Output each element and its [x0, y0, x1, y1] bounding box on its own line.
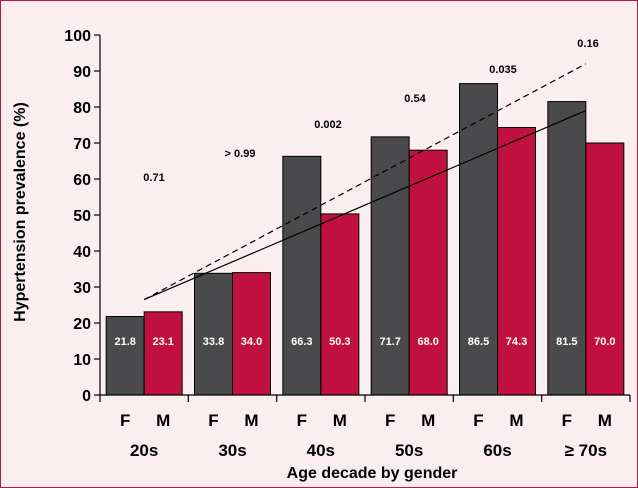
p-value-label: 0.71 — [143, 172, 164, 184]
bar-value-label: 23.1 — [152, 336, 173, 348]
bar-value-label: 68.0 — [417, 336, 438, 348]
gender-label: F — [297, 411, 307, 430]
y-tick-label: 80 — [73, 100, 91, 117]
age-group-label: 50s — [395, 441, 423, 460]
gender-label: F — [120, 411, 130, 430]
bar-M-40s — [320, 213, 360, 396]
age-group-label: 60s — [483, 441, 511, 460]
gender-label: M — [509, 411, 523, 430]
bar-F-30s — [194, 272, 233, 396]
bar-M-≥ 70s — [585, 142, 625, 396]
p-value-label: > 0.99 — [225, 148, 256, 160]
bar-M-50s — [408, 149, 448, 396]
bar-value-label: 71.7 — [379, 336, 400, 348]
bar-value-label: 81.5 — [556, 336, 577, 348]
y-tick-label: 20 — [73, 316, 91, 333]
age-group-label: ≥ 70s — [565, 441, 607, 460]
trend-line-solid — [143, 110, 587, 301]
bar-value-label: 74.3 — [506, 336, 527, 348]
bar-M-30s — [232, 272, 271, 396]
y-tick-label: 50 — [73, 208, 91, 225]
p-value-label: 0.54 — [404, 93, 426, 105]
p-value-label: 0.16 — [577, 38, 598, 50]
p-value-label: 0.002 — [314, 119, 342, 131]
gender-label: M — [244, 411, 258, 430]
bar-value-label: 21.8 — [114, 336, 135, 348]
gender-label: F — [385, 411, 395, 430]
age-group-label: 40s — [307, 441, 335, 460]
bar-value-label: 50.3 — [329, 336, 350, 348]
bar-value-label: 34.0 — [241, 336, 262, 348]
bars: 21.8 23.1 33.8 34.0 66.3 50.3 71.7 68.0 86.5 74.3… — [105, 83, 625, 396]
x-axis-title: Age decade by gender — [287, 465, 458, 482]
p-value-annotations: 0.71 > 0.99 0.002 0.54 0.035 0.16 — [143, 38, 598, 184]
bar-F-50s — [370, 136, 410, 396]
gender-label: M — [598, 411, 612, 430]
y-tick-label: 60 — [73, 172, 91, 189]
bar-value-label: 66.3 — [291, 336, 312, 348]
y-axis: 0 10 20 30 40 50 60 70 80 90 100 — [64, 28, 101, 405]
trend-lines — [143, 63, 587, 301]
trend-line-dashed — [143, 63, 587, 301]
y-axis-title: Hypertension prevalence (%) — [12, 102, 29, 322]
bar-F-20s — [105, 316, 145, 396]
bar-F-60s — [459, 83, 498, 396]
age-group-label: 30s — [218, 441, 246, 460]
bar-M-20s — [143, 311, 183, 396]
y-tick-label: 90 — [73, 64, 91, 81]
bar-value-label: 70.0 — [594, 336, 615, 348]
y-tick-label: 30 — [73, 280, 91, 297]
gender-label: F — [473, 411, 483, 430]
gender-label: M — [333, 411, 347, 430]
bar-M-60s — [497, 127, 536, 396]
y-tick-label: 100 — [64, 28, 91, 45]
age-group-label: 20s — [130, 441, 158, 460]
p-value-label: 0.035 — [489, 64, 517, 76]
y-tick-label: 0 — [82, 388, 91, 405]
bar-value-label: 86.5 — [468, 336, 489, 348]
gender-label: F — [208, 411, 218, 430]
bar-F-40s — [282, 155, 322, 396]
bar-F-≥ 70s — [547, 101, 587, 396]
gender-label: M — [421, 411, 435, 430]
gender-label: F — [562, 411, 572, 430]
y-tick-label: 40 — [73, 244, 91, 261]
gender-label: M — [156, 411, 170, 430]
y-tick-label: 70 — [73, 136, 91, 153]
bar-value-label: 33.8 — [203, 336, 224, 348]
y-tick-label: 10 — [73, 352, 91, 369]
